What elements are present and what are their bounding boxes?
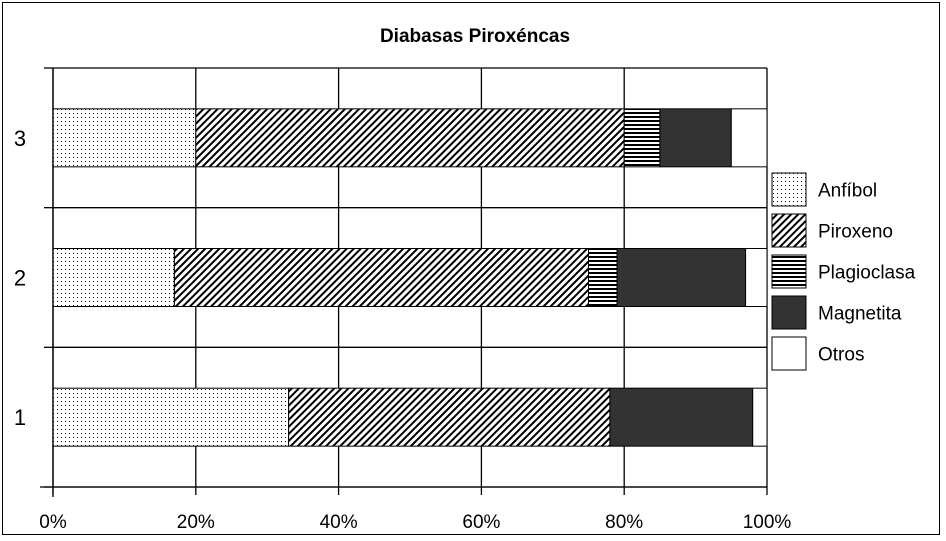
legend-label: Magnetita (818, 304, 902, 325)
y-tick-label: 2 (14, 266, 26, 291)
bar-segment (195, 108, 625, 168)
y-tick-label: 3 (14, 126, 26, 151)
bar-segment (623, 108, 661, 168)
bar-segment (659, 108, 732, 168)
bar-segment (173, 248, 589, 307)
legend-label: Otros (818, 345, 864, 366)
x-tick-label: 20% (177, 512, 215, 533)
x-tick-label: 40% (320, 512, 358, 533)
chart-title: Diabasas Piroxéncas (380, 26, 570, 47)
bar-segment (588, 248, 618, 307)
legend: Anfíbol Piroxeno Plagioclasa Magnetita Otros (771, 172, 916, 371)
y-tick-label: 1 (14, 405, 26, 430)
chart-frame (2, 2, 940, 535)
bar-segment (52, 108, 197, 168)
x-tick-label: 100% (743, 512, 792, 533)
bar-segment (52, 248, 175, 307)
bar-segment (288, 387, 611, 447)
bar-segment (752, 387, 768, 447)
x-tick-label: 60% (462, 512, 500, 533)
legend-swatch (771, 213, 807, 248)
legend-swatch (771, 295, 807, 330)
bar-segment (609, 387, 754, 447)
x-tick-label: 0% (39, 512, 67, 533)
legend-swatch (771, 336, 807, 371)
legend-label: Anfíbol (818, 181, 877, 202)
legend-label: Piroxeno (818, 222, 893, 243)
x-tick-label: 80% (605, 512, 643, 533)
legend-label: Plagioclasa (818, 263, 916, 284)
bar-segment (745, 248, 768, 307)
legend-swatch (771, 254, 807, 289)
bar-segment (52, 387, 290, 447)
axes: 1 2 3 0% 20% 40% 60% 80% 100% (14, 67, 792, 533)
legend-swatch (771, 172, 807, 207)
bar-series (52, 108, 768, 447)
bar-segment (730, 108, 768, 168)
bar-segment (616, 248, 747, 307)
